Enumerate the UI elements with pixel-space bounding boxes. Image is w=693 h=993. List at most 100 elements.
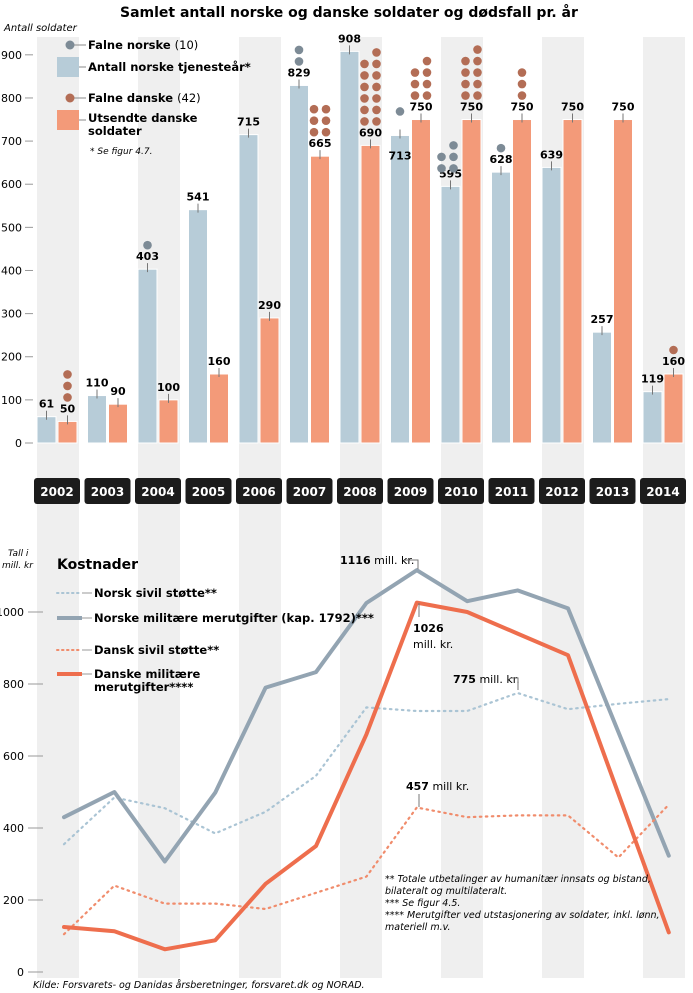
year-label: 2010 [444,485,477,499]
falne-danske-dot [372,94,381,103]
bar-value-label: 61 [39,398,54,411]
y-tick-label: 200 [3,894,24,907]
falne-norske-dot [437,164,446,173]
y-tick-label: 500 [1,221,22,234]
annotation-leader [510,677,519,690]
dansk-sivil-line [62,803,670,936]
year-label: 2013 [596,485,629,499]
year-box [488,478,535,504]
norsk-bar [289,84,309,444]
falne-danske-dot [422,79,432,89]
bar-y-axis: 0 100 200 300 400 500 600 700 800 900 [1,49,33,450]
year-box [387,478,434,504]
year-label: 2007 [293,485,326,499]
falne-danske-dot [410,79,420,89]
year-label: 2006 [242,485,275,499]
year-label: 2008 [343,485,376,499]
bar-value-label: 750 [511,101,534,114]
bar-value-label: 713 [389,149,412,162]
bar-value-label: 639 [540,148,563,161]
falne-danske-dot [63,393,72,402]
falne-danske-dot [372,48,381,57]
falne-danske-dot [360,71,369,80]
dansk-mil-line [62,600,671,952]
legend-falne-norske: Falne norske (10) [88,38,198,52]
falne-danske-dot [63,370,72,379]
year-band [643,37,685,978]
bar-value-label: 829 [288,66,311,79]
chart-title: Samlet antall norske og danske soldater … [120,4,578,21]
year-box [589,478,636,504]
bar-value-label: 119 [641,373,664,386]
dansk-bar [310,155,330,444]
y-tick-label: 0 [15,437,22,450]
norsk-sivil-line [62,691,670,846]
falne-danske-dot [321,104,331,114]
y-tick-label: 400 [3,822,24,835]
source-note: Kilde: Forsvarets- og Danidas årsberetni… [33,980,365,991]
y-tick-label: 0 [17,966,24,979]
annotation-1116: 1116 mill. kr. [340,554,414,567]
falne-danske-dot [422,68,432,77]
legend-norsk-mil: Norske militære merutgifter (kap. 1792)*… [94,611,374,625]
falne-danske-dot [461,68,470,77]
falne-norske-dot [449,141,458,150]
dansk-bar [57,420,78,444]
death-dots [63,45,678,402]
bar-value-label: 750 [561,101,584,114]
y-tick-label: 600 [3,750,24,763]
falne-danske-dot [360,117,369,126]
y-tick-label: 300 [1,308,22,321]
falne-danske-dot [360,59,369,69]
annotation-1026-value: 1026 [413,622,444,635]
dansk-bar [461,119,482,444]
dansk-bar [663,373,684,444]
footnote-5: materiell m.v. [385,922,450,933]
annotation-775: 775 mill. kr. [453,673,520,686]
dansk-bar [360,144,381,444]
danske-bar-swatch-icon [57,110,79,130]
norsk-bar [440,185,461,444]
falne-danske-dot [309,116,319,125]
falne-norske-dot [143,240,152,250]
year-label: 2005 [192,485,225,499]
bar-value-label: 160 [208,355,231,368]
line-y-axis-label-1: Tall i [8,549,29,559]
falne-danske-dot [669,345,678,355]
falne-danske-dot [461,91,470,100]
bar-value-label: 403 [136,250,159,263]
norsk-bar [87,395,107,444]
legend-dansk-mil-1: Danske militære [94,667,201,681]
falne-danske-dot-icon [65,93,75,103]
bar-value-label: 908 [338,32,361,45]
norsk-bar [36,416,57,444]
falne-danske-dot [321,116,331,125]
line-y-axis: 0 200 400 600 800 1000 [0,606,43,979]
falne-danske-dot [517,79,527,89]
falne-danske-dot [372,59,381,69]
falne-norske-dot [294,45,304,55]
norsk-bar [390,134,410,444]
norsk-bar [339,50,360,444]
bar-value-label: 50 [60,402,76,415]
bar-value-label: 750 [460,101,483,114]
dansk-bar [562,119,583,444]
y-tick-label: 800 [1,92,22,105]
annotation-leader [405,559,419,569]
year-label: 2011 [495,485,528,499]
dansk-bar [158,399,179,444]
falne-danske-dot [410,91,420,100]
year-labels: 2002 2003 2004 2005 2006 2007 2008 2009 2010 2011… [34,478,686,504]
legend-note: * Se figur 4.7. [90,147,152,157]
norske-bar-swatch-icon [57,57,79,77]
falne-danske-dot [372,71,381,80]
year-label: 2002 [40,485,73,499]
year-box [640,478,686,504]
bar-legend: Falne norske (10) Antall norske tjeneste… [57,38,251,157]
legend-utsendte-danske-1: Utsendte danske [88,111,198,125]
legend-falne-danske: Falne danske (42) [88,91,201,105]
falne-danske-dot [473,56,482,66]
year-box [236,478,282,504]
footnote-3: *** Se figur 4.5. [385,898,460,909]
